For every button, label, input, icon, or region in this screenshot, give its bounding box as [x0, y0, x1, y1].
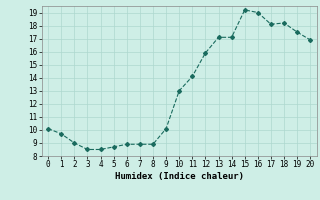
- X-axis label: Humidex (Indice chaleur): Humidex (Indice chaleur): [115, 172, 244, 181]
